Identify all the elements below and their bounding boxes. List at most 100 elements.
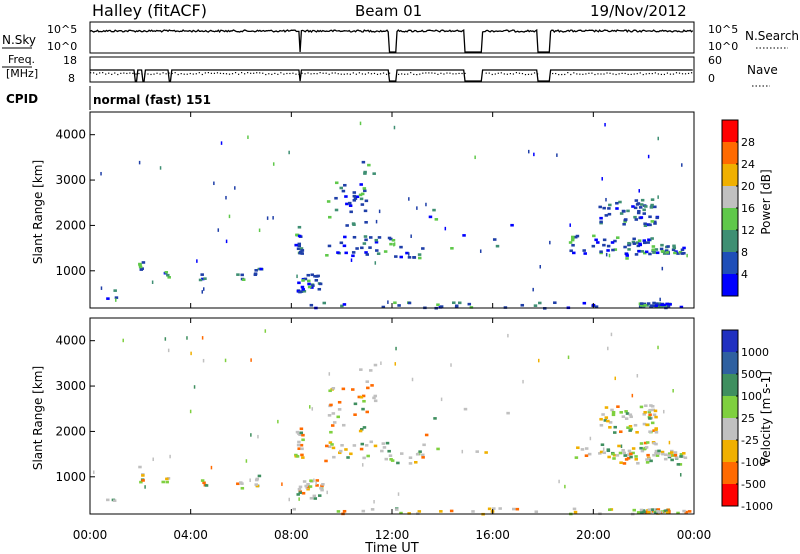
range-gate-cell — [331, 412, 336, 415]
colorbar-tick-label: 500 — [741, 368, 762, 381]
range-gate-cell — [138, 263, 142, 267]
range-gate-cell — [628, 425, 633, 428]
range-gate-cell — [346, 456, 350, 459]
range-gate-cell — [537, 358, 540, 363]
nave-dot — [117, 73, 119, 76]
nave-dot — [376, 73, 379, 75]
range-gate-cell — [580, 448, 585, 451]
range-gate-cell — [317, 494, 322, 497]
noise-tick-right-bottom: 10^0 — [708, 40, 738, 53]
range-gate-cell — [198, 278, 203, 282]
range-gate-cell — [331, 446, 336, 450]
range-gate-cell — [366, 454, 370, 458]
range-gate-cell — [596, 241, 600, 244]
nave-dot — [434, 72, 436, 74]
nave-dot — [244, 73, 246, 75]
range-gate-cell — [240, 486, 245, 490]
range-gate-cell — [306, 482, 310, 486]
nave-dot — [645, 73, 647, 75]
nave-dot — [431, 72, 433, 74]
range-gate-cell — [360, 203, 365, 206]
range-gate-cell — [359, 183, 363, 186]
nave-dot — [588, 72, 590, 74]
range-gate-cell — [397, 492, 400, 496]
range-gate-cell — [672, 246, 677, 250]
range-gate-cell — [366, 386, 370, 390]
colorbar-segment — [722, 186, 738, 209]
range-gate-cell — [213, 181, 215, 186]
range-gate-cell — [654, 415, 658, 419]
nave-dot — [132, 72, 134, 74]
range-gate-cell — [425, 202, 427, 207]
range-gate-cell — [328, 389, 332, 393]
range-gate-cell — [636, 461, 640, 465]
range-gate-cell — [228, 214, 231, 219]
range-gate-cell — [686, 253, 688, 258]
range-gate-cell — [364, 251, 368, 254]
range-gate-cell — [326, 200, 331, 203]
nave-dot — [96, 73, 98, 75]
nsearch-label: N.Search — [745, 29, 799, 43]
nave-dot — [126, 72, 128, 75]
range-gate-cell — [652, 301, 656, 305]
range-gate-cell — [682, 251, 686, 255]
range-gate-cell — [682, 452, 686, 455]
range-gate-cell — [416, 206, 418, 210]
nave-dot — [277, 73, 279, 75]
range-gate-cell — [538, 301, 542, 305]
range-gate-cell — [652, 251, 657, 254]
range-gate-cell — [299, 427, 304, 431]
range-gate-cell — [474, 155, 476, 160]
range-gate-cell — [394, 362, 397, 366]
range-gate-cell — [405, 251, 409, 255]
range-gate-cell — [637, 249, 642, 253]
x-axis-label: Time UT — [364, 541, 418, 554]
range-gate-cell — [299, 443, 304, 447]
power-y-axis-label: Slant Range [km] — [31, 160, 45, 264]
nave-dot — [174, 72, 176, 74]
nave-dot — [153, 73, 155, 75]
range-gate-cell — [272, 162, 275, 166]
velocity-scatter — [93, 329, 692, 516]
range-gate-cell — [309, 303, 314, 307]
range-gate-cell — [294, 243, 298, 247]
range-gate-cell — [633, 423, 638, 427]
range-gate-cell — [648, 430, 652, 434]
nave-dot — [241, 72, 243, 74]
range-gate-cell — [623, 220, 627, 223]
range-gate-cell — [306, 273, 311, 277]
colorbar-segment — [722, 418, 738, 441]
nave-dot — [446, 72, 448, 74]
range-gate-cell — [161, 480, 165, 484]
range-gate-cell — [527, 149, 530, 154]
range-gate-cell — [660, 250, 665, 253]
range-gate-cell — [682, 246, 686, 250]
range-gate-cell — [326, 490, 328, 495]
range-gate-cell — [646, 223, 650, 227]
range-gate-cell — [507, 333, 509, 338]
range-gate-cell — [645, 423, 649, 427]
nave-dot — [642, 73, 644, 76]
power-y-ticks: 1000 2000 3000 4000 — [55, 128, 95, 278]
range-gate-cell — [684, 510, 688, 514]
range-gate-cell — [122, 338, 124, 343]
range-gate-cell — [611, 452, 615, 456]
range-gate-cell — [622, 451, 627, 455]
colorbar-tick-label: 4 — [741, 268, 748, 281]
range-gate-cell — [139, 268, 144, 271]
range-gate-cell — [599, 417, 603, 421]
nave-dot — [346, 73, 348, 75]
range-gate-cell — [361, 509, 366, 513]
range-gate-cell — [638, 243, 643, 247]
nave-dot — [274, 72, 276, 75]
range-gate-cell — [298, 251, 302, 255]
range-gate-cell — [611, 413, 616, 417]
range-gate-cell — [362, 456, 366, 460]
range-gate-cell — [650, 421, 655, 425]
range-gate-cell — [421, 247, 425, 250]
nave-dot — [576, 73, 578, 75]
range-gate-cell — [679, 473, 682, 477]
range-gate-cell — [584, 454, 589, 458]
nave-dot — [506, 73, 508, 75]
range-gate-cell — [450, 363, 452, 367]
